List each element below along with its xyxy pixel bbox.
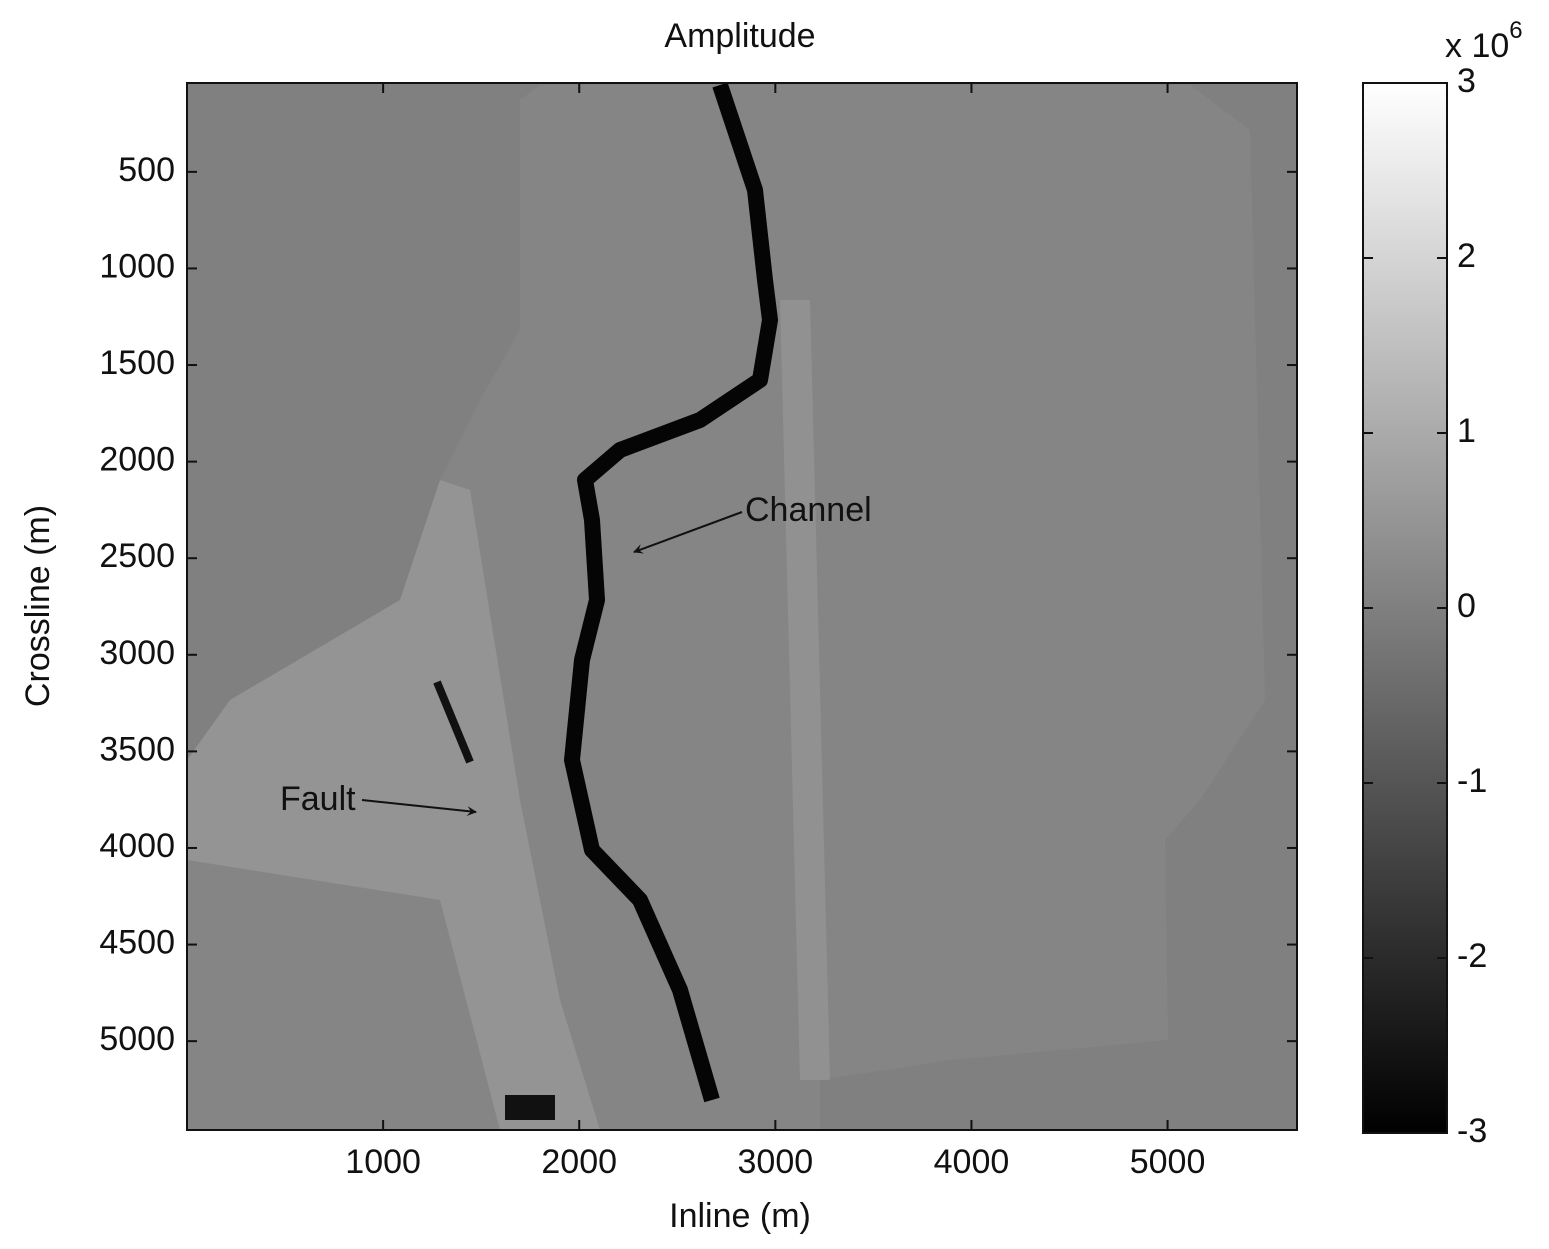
colorbar-tick-label: -1	[1457, 762, 1487, 800]
colorbar-tick-label: 3	[1457, 62, 1476, 100]
colorbar-tick-label: 1	[1457, 412, 1476, 450]
colorbar-tick-label: -2	[1457, 937, 1487, 975]
x-axis-label: Inline (m)	[669, 1197, 811, 1235]
x-tick-label: 4000	[934, 1143, 1010, 1181]
y-tick-label: 1000	[99, 247, 175, 285]
y-tick-label: 5000	[99, 1020, 175, 1058]
x-tick-label: 5000	[1130, 1143, 1206, 1181]
y-tick-label: 2500	[99, 537, 175, 575]
annotation: Fault	[280, 780, 356, 818]
seismic-image	[187, 83, 1297, 1130]
x-tick-label: 2000	[541, 1143, 617, 1181]
x-tick-label: 3000	[738, 1143, 814, 1181]
colorbar	[1363, 83, 1447, 1133]
y-tick-label: 4500	[99, 924, 175, 962]
colorbar-scale-base: x 10	[1445, 27, 1509, 65]
colorbar-tick-label: -3	[1457, 1112, 1487, 1150]
y-tick-label: 1500	[99, 344, 175, 382]
chart-title: Amplitude	[664, 17, 815, 55]
colorbar-scale: x 106	[1445, 17, 1523, 65]
y-tick-label: 3000	[99, 634, 175, 672]
chart: Channel Fault Amplitude Inline (m) Cross…	[0, 0, 1549, 1244]
y-tick-label: 2000	[99, 441, 175, 479]
colorbar-scale-exponent: 6	[1509, 17, 1522, 44]
y-tick-label: 3500	[99, 730, 175, 768]
colorbar-tick-label: 0	[1457, 587, 1476, 625]
y-axis-label: Crossline (m)	[19, 505, 57, 707]
y-tick-label: 4000	[99, 827, 175, 865]
y-tick-label: 500	[118, 151, 175, 189]
x-tick-label: 1000	[345, 1143, 421, 1181]
colorbar-tick-label: 2	[1457, 237, 1476, 275]
annotation: Channel	[745, 491, 872, 529]
